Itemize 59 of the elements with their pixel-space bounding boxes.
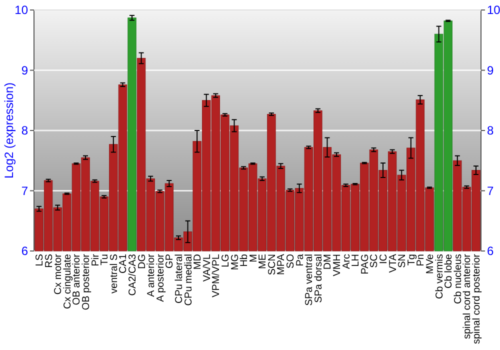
y2-tick-label: 10 — [487, 3, 500, 18]
x-tick-label: VA/VL — [202, 254, 213, 282]
x-tick-label: Pir — [90, 253, 102, 266]
y-tick-label: 8 — [21, 124, 28, 138]
y2-tick-label: 7 — [487, 184, 494, 198]
x-tick-label: CPu medial — [183, 254, 194, 306]
x-tick-label: VTA — [388, 254, 399, 273]
y-tick-label: 7 — [21, 184, 28, 198]
x-tick-label: Pa — [294, 254, 306, 266]
x-tick-label: IC — [378, 254, 390, 264]
x-tick-label: LG — [220, 254, 232, 268]
x-tick-label: RS — [44, 254, 55, 268]
x-tick-label: SC — [369, 254, 380, 268]
x-tick-label: VMH — [332, 254, 344, 276]
y2-tick-label: 8 — [487, 124, 494, 138]
x-tick-label: ME — [258, 254, 269, 269]
x-tick-label: Tg — [406, 254, 418, 266]
x-tick-label: PAG — [360, 254, 371, 274]
x-tick-label: MG — [230, 254, 241, 270]
y-axis-title: Log2 (expression) — [2, 82, 16, 179]
x-tick-label: SO — [286, 254, 297, 268]
y-tick-label: 10 — [14, 3, 28, 18]
x-tick-label: OB anterior — [72, 253, 83, 306]
x-tick-label: LH — [350, 254, 362, 267]
x-tick-label: Cx cingulate — [62, 254, 74, 310]
x-tick-label: OB posterior — [81, 253, 92, 310]
x-tick-label: SCN — [266, 254, 278, 276]
x-tick-label: Cb lobe — [444, 254, 455, 288]
x-tick-label: CPu lateral — [174, 254, 185, 304]
x-tick-label: MD — [192, 254, 204, 270]
x-tick-label: A anterior — [146, 253, 158, 297]
x-tick-label: Pn — [416, 254, 427, 266]
x-tick-label: CA2/CA3 — [127, 254, 138, 296]
y2-tick-label: 9 — [487, 63, 494, 78]
x-tick-label: spinal cord anterior — [462, 253, 474, 340]
y2-tick-label: 6 — [487, 244, 494, 258]
x-tick-label: GP — [164, 254, 176, 268]
x-tick-label: spinal cord posterior — [471, 253, 482, 344]
x-tick-label: Tu — [100, 254, 111, 266]
x-tick-label: MPA — [276, 254, 288, 275]
x-tick-label: A posterior — [155, 253, 166, 302]
x-tick-label: LS — [34, 254, 46, 266]
x-tick-label: VPM/VPL — [211, 254, 222, 298]
x-tick-label: Hb — [239, 254, 250, 267]
x-tick-label: DM — [322, 254, 334, 270]
x-tick-label: Cb nucleus — [452, 254, 464, 304]
y-tick-label: 9 — [21, 63, 28, 78]
x-tick-label: DG — [136, 254, 148, 269]
x-tick-label: SN — [397, 254, 408, 268]
x-tick-label: CA1 — [118, 254, 130, 274]
x-tick-label: SPa ventral — [304, 254, 316, 306]
x-tick-label: Arc — [341, 254, 352, 269]
x-tick-label: MVe — [424, 254, 436, 274]
y-tick-label: 6 — [21, 244, 28, 258]
x-tick-label: ventral S — [108, 254, 120, 294]
x-tick-label: Cb vermis — [434, 254, 446, 300]
x-tick-label: M — [248, 254, 260, 262]
x-tick-label: Cx motor — [53, 253, 64, 295]
x-tick-label: SPa dorsal — [313, 254, 324, 303]
